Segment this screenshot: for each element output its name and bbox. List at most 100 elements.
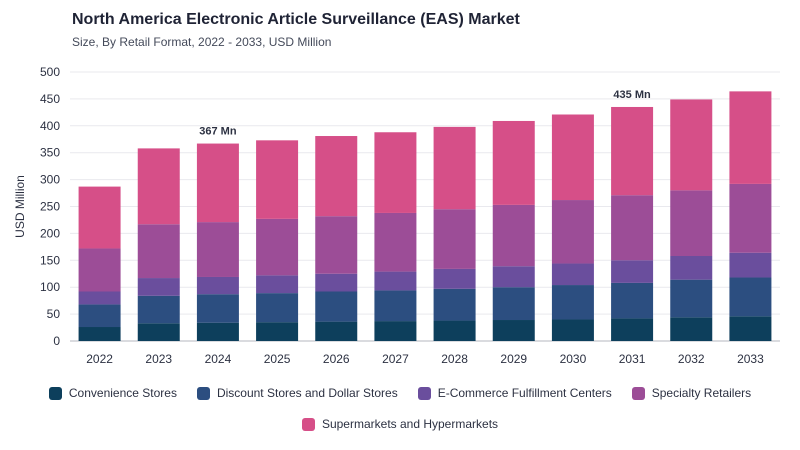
legend-swatch	[417, 386, 431, 400]
x-tick-label: 2031	[619, 352, 646, 366]
x-tick-label: 2029	[500, 352, 527, 366]
bar-segment	[256, 322, 299, 341]
y-tick-label: 450	[40, 92, 60, 106]
bar-segment	[374, 271, 417, 291]
bar-segment	[670, 279, 713, 318]
bar-segment	[551, 263, 594, 286]
x-tick-label: 2023	[145, 352, 172, 366]
bar-segment	[492, 204, 535, 267]
bar-segment	[492, 320, 535, 341]
bar-segment	[492, 266, 535, 288]
bar-segment	[78, 291, 121, 305]
legend-label: E-Commerce Fulfillment Centers	[437, 386, 612, 400]
y-axis-label: USD Million	[13, 175, 27, 238]
y-tick-label: 100	[40, 280, 60, 294]
bar-segment	[729, 316, 772, 341]
x-tick-label: 2022	[86, 352, 113, 366]
legend-item: Supermarkets and Hypermarkets	[301, 417, 499, 431]
bar-segment	[670, 317, 713, 341]
bar-segment	[315, 273, 358, 292]
bar-segment	[611, 282, 654, 319]
legend-label: Supermarkets and Hypermarkets	[321, 417, 499, 431]
x-tick-label: 2027	[382, 352, 409, 366]
legend-item: Specialty Retailers	[631, 386, 752, 400]
legend-label: Specialty Retailers	[651, 386, 752, 400]
bar-segment	[551, 285, 594, 320]
data-annotation: 435 Mn	[613, 89, 651, 101]
legend-item: Discount Stores and Dollar Stores	[196, 386, 398, 400]
bar-segment	[78, 186, 121, 249]
x-tick-label: 2032	[678, 352, 705, 366]
y-tick-label: 200	[40, 226, 60, 240]
bar-segment	[315, 216, 358, 274]
bar-segment	[611, 318, 654, 341]
bar-segment	[551, 200, 594, 264]
bar-segment	[374, 132, 417, 213]
chart-subtitle: Size, By Retail Format, 2022 - 2033, USD…	[72, 35, 332, 49]
bar-segment	[137, 224, 180, 279]
bar-segment	[315, 321, 358, 341]
x-tick-label: 2030	[560, 352, 587, 366]
y-tick-label: 500	[40, 65, 60, 79]
bar-segment	[315, 136, 358, 217]
bar-segment	[374, 290, 417, 322]
x-tick-label: 2026	[323, 352, 350, 366]
legend-swatch	[48, 386, 62, 400]
bar-segment	[196, 222, 239, 277]
bar-segment	[670, 190, 713, 256]
bar-segment	[137, 295, 180, 324]
bar-segment	[315, 291, 358, 322]
y-tick-label: 350	[40, 146, 60, 160]
y-tick-label: 300	[40, 173, 60, 187]
bar-segment	[611, 195, 654, 261]
bar-segment	[256, 140, 299, 219]
legend-item: Convenience Stores	[48, 386, 177, 400]
bar-segment	[256, 218, 299, 276]
bar-segment	[78, 248, 121, 292]
bar-segment	[670, 99, 713, 191]
bar-segment	[492, 287, 535, 321]
stacked-bar-chart: 0 50 100 150 200 250 300 350 400 450 500 USD Millio…	[13, 65, 780, 366]
bar-segment	[729, 252, 772, 278]
legend-label: Discount Stores and Dollar Stores	[216, 386, 398, 400]
bar-segment	[256, 275, 299, 294]
bar-segment	[611, 260, 654, 283]
legend-swatch	[196, 386, 210, 400]
bar-segment	[433, 288, 476, 321]
y-tick-label: 400	[40, 119, 60, 133]
chart-title: North America Electronic Article Surveil…	[72, 11, 520, 28]
legend-label: Convenience Stores	[68, 386, 177, 400]
x-tick-label: 2033	[737, 352, 764, 366]
x-tick-label: 2025	[264, 352, 291, 366]
legend-swatch	[301, 417, 315, 431]
bar-segment	[374, 212, 417, 272]
bar-segment	[78, 304, 121, 328]
bar-segment	[729, 91, 772, 184]
bar-segment	[433, 126, 476, 210]
bar-segment	[611, 106, 654, 196]
legend-item: E-Commerce Fulfillment Centers	[417, 386, 612, 400]
legend-row: Supermarkets and Hypermarkets	[0, 411, 800, 437]
bar-segment	[729, 183, 772, 253]
bar-segment	[433, 209, 476, 269]
bar-segment	[492, 120, 535, 205]
bar-segment	[196, 294, 239, 323]
x-tick-label: 2028	[441, 352, 468, 366]
x-tick-label: 2024	[205, 352, 232, 366]
y-tick-label: 50	[47, 307, 61, 321]
bar-segment	[196, 143, 239, 223]
y-tick-label: 150	[40, 253, 60, 267]
bar-segment	[196, 276, 239, 295]
bar-segment	[78, 327, 121, 341]
bar-segment	[137, 278, 180, 296]
bar-segment	[729, 277, 772, 317]
bar-segment	[196, 322, 239, 341]
bar-segment	[137, 148, 180, 225]
bar-segment	[137, 323, 180, 341]
chart-legend: Convenience Stores Discount Stores and Do…	[0, 380, 800, 442]
bar-segment	[374, 321, 417, 341]
bar-segment	[551, 114, 594, 201]
bar-segment	[433, 320, 476, 341]
legend-swatch	[631, 386, 645, 400]
legend-row: Convenience Stores Discount Stores and Do…	[0, 380, 800, 406]
